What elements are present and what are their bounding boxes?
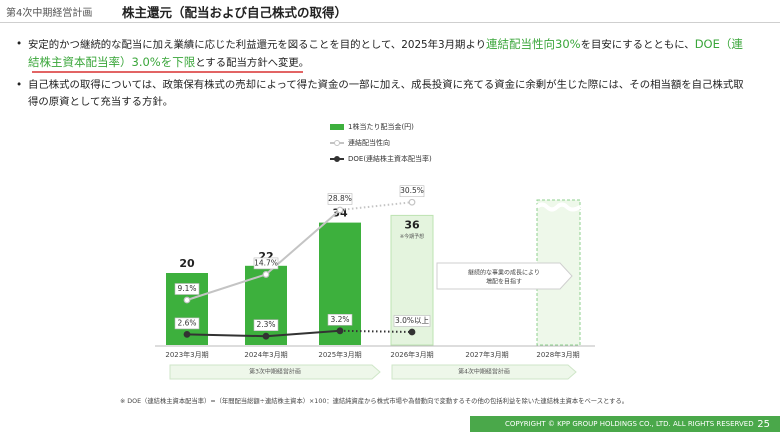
line-point xyxy=(262,332,270,340)
value-label-box xyxy=(253,257,279,270)
bar-value-label: 36 xyxy=(404,218,420,231)
x-tick-label: 2025年3月期 xyxy=(318,350,361,359)
line-value-label: 3.0%以上 xyxy=(395,316,430,325)
text: とする配当方針へ変更。 xyxy=(195,57,310,69)
emphasis: DOE（連結株主資本配当率）3.0%を下限 xyxy=(28,37,743,69)
annotation: 継続的な事業の成長により xyxy=(468,269,540,277)
x-tick-label: 2023年3月期 xyxy=(165,350,208,359)
value-label-box xyxy=(327,193,353,205)
line-point xyxy=(183,296,191,304)
text: 自己株式の取得については、政策保有株式の売却によって得た資金の一部に加え、成長投… xyxy=(28,79,744,108)
period-label: 第4次中期経営計画 xyxy=(458,368,510,376)
legend-swatch xyxy=(334,140,340,146)
period-arrow xyxy=(169,364,381,380)
wave xyxy=(535,202,582,212)
page-number: 25 xyxy=(757,419,770,430)
value-label-box xyxy=(327,313,353,326)
arrow-box xyxy=(436,262,573,290)
line-point xyxy=(183,331,191,338)
bullet: 安定的かつ継続的な配当に加え業績に応じた利益還元を図ることを目的として、2025… xyxy=(16,36,748,72)
x-tick-label: 2026年3月期 xyxy=(390,350,433,359)
emphasis: 連結配当性向30% xyxy=(486,37,581,51)
bullet: 自己株式の取得については、政策保有株式の売却によって得た資金の一部に加え、成長投… xyxy=(16,77,748,111)
annotation: 増配を目指す xyxy=(486,278,522,286)
legend-label: 1株当たり配当金(円) xyxy=(348,122,414,131)
footer-band xyxy=(470,416,780,432)
x-tick-label: 2024年3月期 xyxy=(244,350,287,359)
bar xyxy=(319,222,361,345)
line-value-label: 3.2% xyxy=(330,315,349,324)
header: 第4次中期経営計画 株主還元（配当および自己株式の取得） xyxy=(0,0,780,23)
x-tick-label: 2027年3月期 xyxy=(465,350,508,359)
legend-swatch xyxy=(330,124,344,130)
line-forecast xyxy=(339,329,413,333)
line-point xyxy=(408,198,416,206)
legend-swatch xyxy=(334,156,340,162)
x-tick-label: 2028年3月期 xyxy=(536,350,579,359)
bar-value-label: 20 xyxy=(179,257,195,270)
value-label-box xyxy=(174,283,200,295)
section-label: 第4次中期経営計画 xyxy=(6,8,93,19)
line-point xyxy=(336,206,344,214)
line-value-label: 2.6% xyxy=(177,318,196,327)
value-label-box xyxy=(399,185,425,198)
value-label-box xyxy=(174,317,200,330)
line-value-label: 9.1% xyxy=(177,284,196,293)
period-label: 第3次中期経営計画 xyxy=(249,368,301,376)
line-point xyxy=(336,327,344,335)
text: 安定的かつ継続的な配当に加え業績に応じた利益還元を図ることを目的として、2025… xyxy=(28,39,487,51)
line-point xyxy=(408,328,416,336)
line-value-label: 28.8% xyxy=(328,194,352,203)
legend-label: 連結配当性向 xyxy=(348,138,390,147)
copyright: COPYRIGHT © KPP GROUP HOLDINGS CO., LTD.… xyxy=(505,420,754,428)
slide-title: 株主還元（配当および自己株式の取得） xyxy=(122,5,348,20)
period-arrow xyxy=(391,364,577,380)
line-forecast xyxy=(339,201,413,211)
footnote: ※ DOE（連結株主資本配当率）=（年間配当総額÷連結株主資本）×100：連結純… xyxy=(120,396,628,405)
bar-note: ※今期予想 xyxy=(400,233,424,240)
text: を目安にするとともに、 xyxy=(580,39,695,51)
value-label-box xyxy=(393,315,431,327)
line-value-label: 14.7% xyxy=(254,258,278,267)
legend-label: DOE(連結株主資本配当率) xyxy=(348,154,432,163)
line-value-label: 2.3% xyxy=(256,320,275,329)
line-point xyxy=(262,271,270,278)
value-label-box xyxy=(253,319,279,332)
line-value-label: 30.5% xyxy=(400,186,424,195)
